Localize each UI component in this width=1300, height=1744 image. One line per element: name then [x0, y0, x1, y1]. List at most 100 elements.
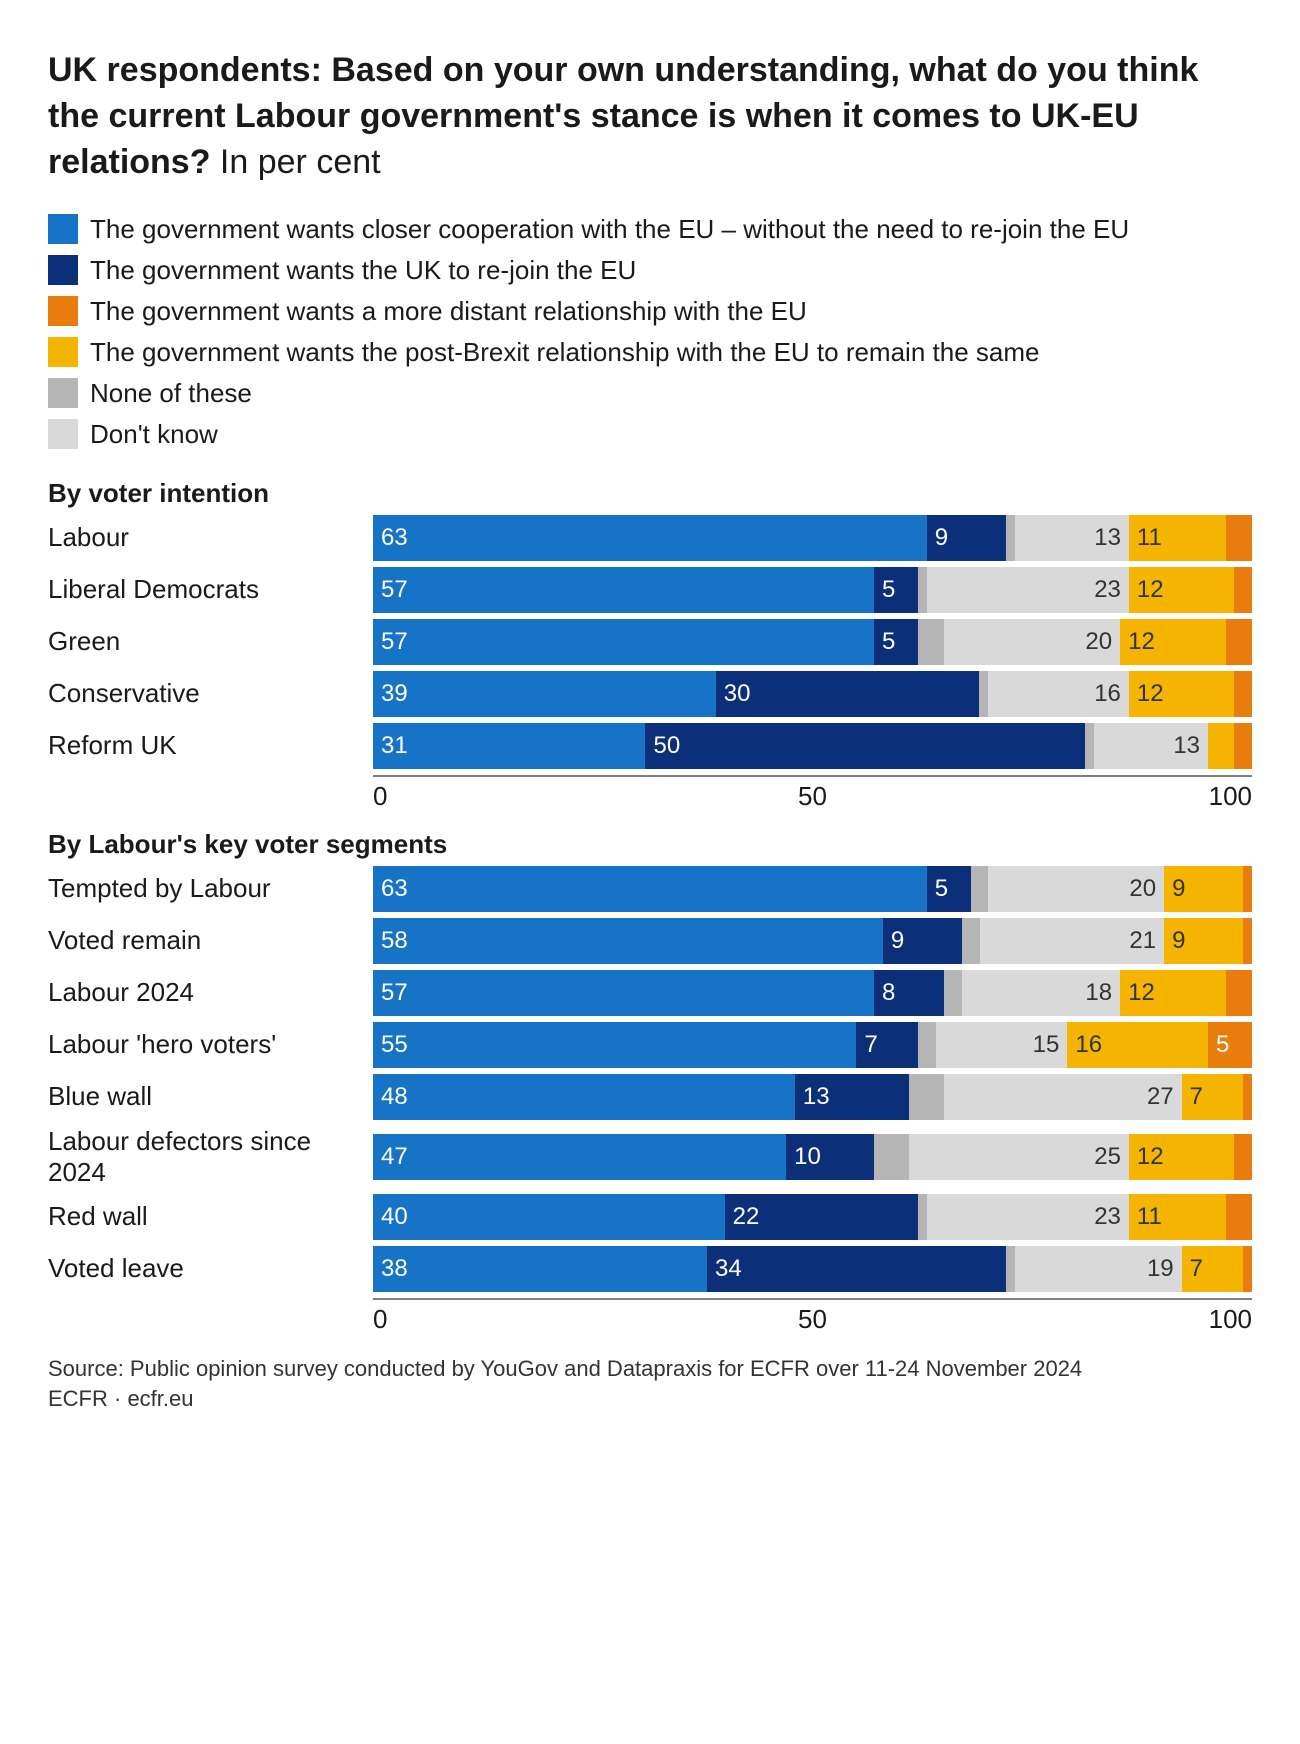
axis-tick: 50 — [798, 1304, 827, 1335]
legend-swatch — [48, 419, 78, 449]
bar-segment-rejoin: 9 — [883, 918, 962, 964]
bar-area: 4813277 — [373, 1074, 1252, 1120]
bar-segment-dontknow: 23 — [927, 1194, 1129, 1240]
bar-segment-closer: 57 — [373, 619, 874, 665]
bar-row: Labour 20245781812 — [48, 970, 1252, 1016]
bar-segment-distant — [1226, 1194, 1252, 1240]
stacked-bar: 5752012 — [373, 619, 1252, 665]
row-label: Blue wall — [48, 1081, 373, 1112]
bar-segment-distant — [1243, 1074, 1252, 1120]
segment-value: 7 — [1182, 1083, 1203, 1111]
segment-value: 30 — [716, 680, 751, 708]
bar-segment-same: 11 — [1129, 515, 1226, 561]
bar-row: Tempted by Labour63 5 20 9 — [48, 866, 1252, 912]
bar-segment-none — [944, 970, 962, 1016]
bar-segment-closer: 38 — [373, 1246, 707, 1292]
legend-swatch — [48, 378, 78, 408]
bar-segment-closer: 39 — [373, 671, 716, 717]
segment-value: 23 — [1086, 1203, 1121, 1231]
segment-value: 27 — [1139, 1083, 1174, 1111]
segment-value: 63 — [373, 875, 408, 903]
stacked-bar: 5781812 — [373, 970, 1252, 1016]
row-label: Voted leave — [48, 1253, 373, 1284]
segment-value: 16 — [1086, 680, 1121, 708]
segment-value: 13 — [795, 1083, 830, 1111]
segment-value: 39 — [373, 680, 408, 708]
legend-swatch — [48, 296, 78, 326]
legend-item: Don't know — [48, 419, 1252, 450]
legend-label: The government wants the post-Brexit rel… — [90, 337, 1039, 368]
row-label: Tempted by Labour — [48, 873, 373, 904]
segment-value: 23 — [1086, 576, 1121, 604]
segment-value: 13 — [1086, 524, 1121, 552]
bar-row: Labour 'hero voters'55715165 — [48, 1022, 1252, 1068]
row-label: Liberal Democrats — [48, 574, 373, 605]
segment-value: 11 — [1129, 524, 1162, 552]
legend-item: The government wants the post-Brexit rel… — [48, 337, 1252, 368]
segment-value: 9 — [1164, 875, 1185, 903]
row-label: Conservative — [48, 678, 373, 709]
segment-value: 16 — [1067, 1031, 1102, 1059]
bar-segment-none — [1085, 723, 1094, 769]
axis-tick: 100 — [1209, 781, 1252, 812]
segment-value: 21 — [1121, 927, 1156, 955]
bar-segment-same: 16 — [1067, 1022, 1208, 1068]
segment-value: 20 — [1077, 628, 1112, 656]
segment-value: 7 — [1182, 1255, 1203, 1283]
segment-value: 12 — [1129, 680, 1164, 708]
segment-value: 12 — [1129, 576, 1164, 604]
bar-segment-none — [918, 1194, 927, 1240]
segment-value: 5 — [874, 628, 895, 656]
bar-segment-rejoin: 10 — [786, 1134, 874, 1180]
bar-segment-rejoin: 9 — [927, 515, 1006, 561]
bar-segment-closer: 55 — [373, 1022, 856, 1068]
bar-row: Labour6391311 — [48, 515, 1252, 561]
bar-segment-none — [1006, 515, 1015, 561]
bar-segment-none — [874, 1134, 909, 1180]
segment-value: 57 — [373, 628, 408, 656]
segment-value: 55 — [373, 1031, 408, 1059]
bar-segment-none — [909, 1074, 944, 1120]
bar-segment-none — [918, 567, 927, 613]
bar-segment-rejoin: 34 — [707, 1246, 1006, 1292]
segment-value: 50 — [645, 732, 680, 760]
segment-value: 20 — [1121, 875, 1156, 903]
bar-area: 589219 — [373, 918, 1252, 964]
bar-segment-same: 7 — [1182, 1246, 1244, 1292]
segment-value: 7 — [856, 1031, 877, 1059]
segment-value: 58 — [373, 927, 408, 955]
bar-area: 5781812 — [373, 970, 1252, 1016]
legend: The government wants closer cooperation … — [48, 214, 1252, 450]
row-label: Voted remain — [48, 925, 373, 956]
segment-value: 11 — [1129, 1203, 1162, 1231]
row-label: Labour — [48, 522, 373, 553]
legend-swatch — [48, 337, 78, 367]
footer-source: Source: Public opinion survey conducted … — [48, 1354, 1252, 1385]
segment-value: 57 — [373, 979, 408, 1007]
bar-segment-none — [971, 866, 989, 912]
legend-label: The government wants the UK to re-join t… — [90, 255, 636, 286]
bar-segment-distant — [1234, 567, 1252, 613]
bar-segment-dontknow: 19 — [1015, 1246, 1182, 1292]
bar-segment-same: 12 — [1129, 1134, 1234, 1180]
bar-row: Voted remain589219 — [48, 918, 1252, 964]
bar-segment-dontknow: 13 — [1094, 723, 1208, 769]
axis-tick: 0 — [373, 1304, 387, 1335]
section-title: By Labour's key voter segments — [48, 829, 1252, 860]
bar-segment-closer: 58 — [373, 918, 883, 964]
bar-segment-dontknow: 23 — [927, 567, 1129, 613]
bar-segment-rejoin: 5 — [927, 866, 971, 912]
stacked-bar-chart: Labour6391311Liberal Democrats5752312Gre… — [48, 515, 1252, 811]
segment-value: 9 — [927, 524, 948, 552]
bar-segment-rejoin: 8 — [874, 970, 944, 1016]
stacked-bar: 40222311 — [373, 1194, 1252, 1240]
segment-value: 12 — [1129, 1143, 1164, 1171]
chart-title: UK respondents: Based on your own unders… — [48, 48, 1252, 186]
bar-segment-dontknow: 20 — [944, 619, 1120, 665]
bar-segment-rejoin: 50 — [645, 723, 1085, 769]
axis-tick: 100 — [1209, 1304, 1252, 1335]
legend-label: The government wants closer cooperation … — [90, 214, 1129, 245]
bar-segment-same: 12 — [1129, 671, 1234, 717]
bar-segment-distant — [1234, 1134, 1252, 1180]
section-title: By voter intention — [48, 478, 1252, 509]
